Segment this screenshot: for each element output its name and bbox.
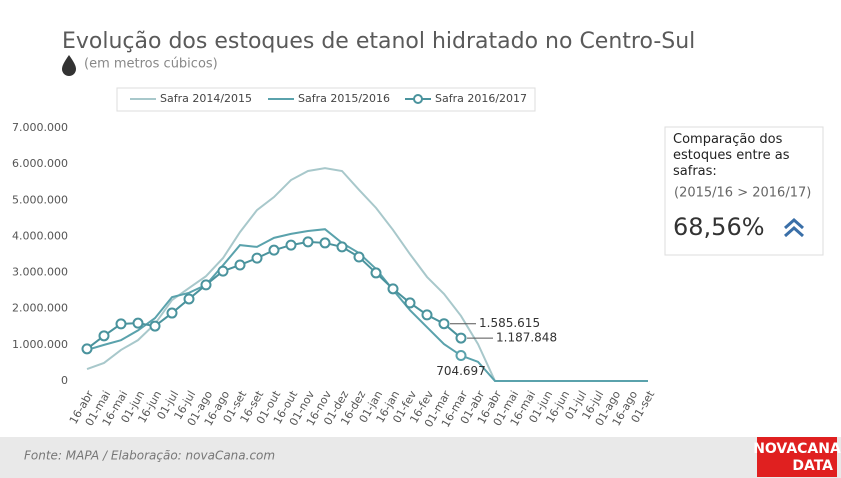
legend-label: Safra 2014/2015 [160, 92, 252, 105]
point-marker [166, 307, 178, 319]
point-marker [404, 297, 416, 309]
logo-top: NOVACANA [753, 441, 841, 457]
panel-heading: Comparação dos estoques entre as safras: [673, 132, 790, 179]
point-marker [200, 279, 212, 291]
footer-source: Fonte: MAPA / Elaboração: novaCana.com [24, 449, 275, 463]
point-marker [98, 330, 110, 342]
value-label: 704.697 [436, 364, 486, 378]
legend-label: Safra 2015/2016 [298, 92, 390, 105]
point-marker [183, 293, 195, 305]
y-tick-label: 5.000.000 [12, 193, 68, 206]
y-tick-label: 6.000.000 [12, 157, 68, 170]
point-marker [387, 283, 399, 295]
panel-note: (2015/16 > 2016/17) [674, 186, 811, 201]
value-label: 1.187.848 [496, 331, 557, 345]
point-marker [268, 244, 280, 256]
point-marker [234, 259, 246, 271]
chart-title: Evolução dos estoques de etanol hidratad… [62, 29, 695, 54]
point-marker [336, 241, 348, 253]
value-label: 1.585.615 [479, 316, 540, 330]
up-icon [784, 217, 804, 238]
point-marker [455, 350, 467, 362]
info-panel [664, 126, 824, 256]
y-tick-label: 1.000.000 [12, 338, 68, 351]
point-marker [455, 332, 467, 344]
y-tick-label: 0 [61, 374, 68, 387]
point-marker [438, 318, 450, 330]
point-marker [115, 318, 127, 330]
panel-heading-box: Comparação dos estoques entre as safras: [673, 132, 790, 179]
drop-icon [62, 55, 76, 76]
point-marker [251, 252, 263, 264]
point-marker [370, 267, 382, 279]
point-marker [217, 265, 229, 277]
point-marker [285, 239, 297, 251]
logo-bottom: DATA [792, 458, 833, 474]
legend-box [116, 87, 536, 112]
point-marker [132, 317, 144, 329]
point-marker [149, 320, 161, 332]
y-tick-label: 4.000.000 [12, 229, 68, 242]
series-line [86, 228, 648, 382]
y-tick-label: 7.000.000 [12, 121, 68, 134]
point-marker [302, 236, 314, 248]
point-marker [81, 343, 93, 355]
legend-marker [413, 94, 423, 104]
panel-value: 68,56% [673, 213, 765, 241]
point-marker [319, 237, 331, 249]
chart-subtitle: (em metros cúbicos) [84, 57, 218, 72]
logo [757, 437, 837, 477]
footer-band [0, 437, 841, 478]
y-tick-label: 3.000.000 [12, 266, 68, 279]
point-marker [421, 309, 433, 321]
y-tick-label: 2.000.000 [12, 302, 68, 315]
legend-label: Safra 2016/2017 [435, 92, 527, 105]
point-marker [353, 251, 365, 263]
